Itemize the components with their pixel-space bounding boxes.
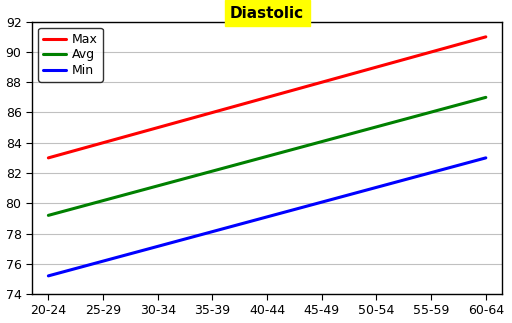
Min	[264, 215, 270, 219]
Avg	[100, 199, 106, 203]
Min	[483, 156, 489, 160]
Min	[100, 259, 106, 263]
Min	[428, 171, 434, 174]
Max	[373, 65, 379, 69]
Avg	[209, 169, 216, 173]
Line: Avg: Avg	[48, 97, 486, 215]
Legend: Max, Avg, Min: Max, Avg, Min	[38, 28, 103, 82]
Max	[155, 126, 161, 130]
Min	[318, 200, 325, 204]
Avg	[483, 95, 489, 99]
Max	[483, 35, 489, 39]
Avg	[428, 110, 434, 114]
Max	[318, 80, 325, 84]
Max	[100, 141, 106, 145]
Max	[209, 110, 216, 114]
Avg	[264, 154, 270, 158]
Max	[45, 156, 51, 160]
Avg	[318, 140, 325, 143]
Min	[373, 185, 379, 189]
Avg	[155, 184, 161, 188]
Avg	[373, 125, 379, 129]
Title: Diastolic: Diastolic	[230, 5, 304, 21]
Line: Max: Max	[48, 37, 486, 158]
Line: Min: Min	[48, 158, 486, 276]
Min	[209, 230, 216, 234]
Min	[155, 245, 161, 248]
Max	[264, 95, 270, 99]
Max	[428, 50, 434, 54]
Avg	[45, 214, 51, 217]
Min	[45, 274, 51, 278]
